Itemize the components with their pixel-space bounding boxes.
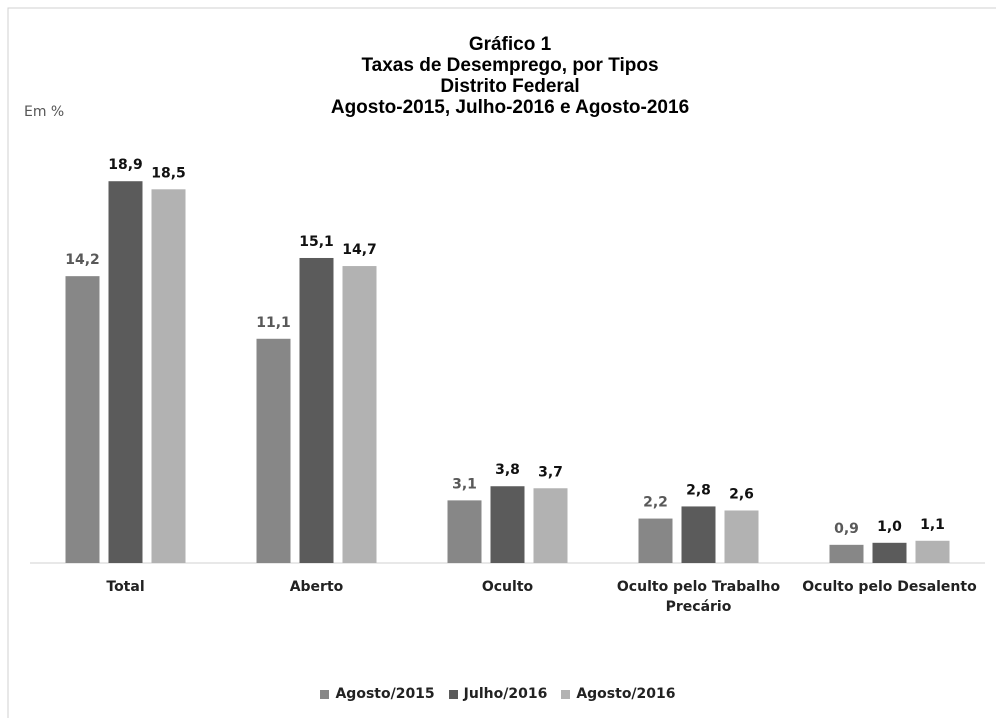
legend-item: Agosto/2016 — [561, 686, 676, 702]
legend-item: Julho/2016 — [448, 686, 548, 702]
y-axis-label: Em % — [24, 104, 64, 120]
bar — [342, 266, 377, 563]
bar — [681, 506, 716, 563]
legend-swatch — [448, 689, 458, 699]
legend-item: Agosto/2015 — [320, 686, 435, 702]
legend: Agosto/2015 Julho/2016 Agosto/2016 — [0, 686, 996, 702]
bar — [256, 338, 291, 563]
data-label: 14,7 — [342, 242, 377, 258]
data-label: 2,8 — [686, 482, 711, 498]
x-tick-label: Total — [106, 579, 145, 595]
legend-label: Julho/2016 — [463, 686, 548, 702]
data-label: 2,2 — [643, 495, 668, 511]
bar — [151, 189, 186, 564]
x-tick-label: Oculto — [481, 579, 534, 595]
chart-title: Distrito Federal — [440, 76, 579, 97]
bar — [65, 276, 100, 563]
chart-title: Taxas de Desemprego, por Tipos — [361, 55, 658, 76]
bar — [915, 540, 950, 563]
data-label: 18,9 — [108, 157, 143, 173]
data-label: 11,1 — [256, 315, 291, 331]
bar — [872, 542, 907, 563]
bar — [533, 488, 568, 563]
x-tick-label: Oculto pelo Desalento — [802, 579, 977, 595]
bar — [299, 257, 334, 563]
chart-title: Agosto-2015, Julho-2016 e Agosto-2016 — [331, 97, 689, 118]
legend-label: Agosto/2016 — [576, 686, 676, 702]
data-label: 14,2 — [65, 252, 100, 268]
x-tick-label: Aberto — [289, 579, 344, 595]
bar — [490, 486, 525, 563]
data-label: 18,5 — [151, 165, 186, 181]
legend-swatch — [320, 689, 330, 699]
data-label: 3,7 — [538, 464, 563, 480]
chart-border — [7, 7, 996, 718]
data-label: 15,1 — [299, 234, 334, 250]
legend-label: Agosto/2015 — [335, 686, 435, 702]
data-label: 3,1 — [452, 476, 477, 492]
bar — [638, 518, 673, 563]
chart-title: Gráfico 1 — [469, 34, 552, 55]
data-label: 2,6 — [729, 486, 754, 502]
bar — [829, 544, 864, 563]
data-label: 1,1 — [920, 517, 945, 533]
data-label: 3,8 — [495, 462, 520, 478]
legend-swatch — [561, 689, 571, 699]
bar — [447, 500, 482, 563]
data-label: 0,9 — [834, 521, 859, 537]
x-tick-label: Oculto pelo Trabalho Precário — [616, 579, 781, 615]
bar — [724, 510, 759, 563]
bar — [108, 181, 143, 563]
data-label: 1,0 — [877, 519, 902, 535]
